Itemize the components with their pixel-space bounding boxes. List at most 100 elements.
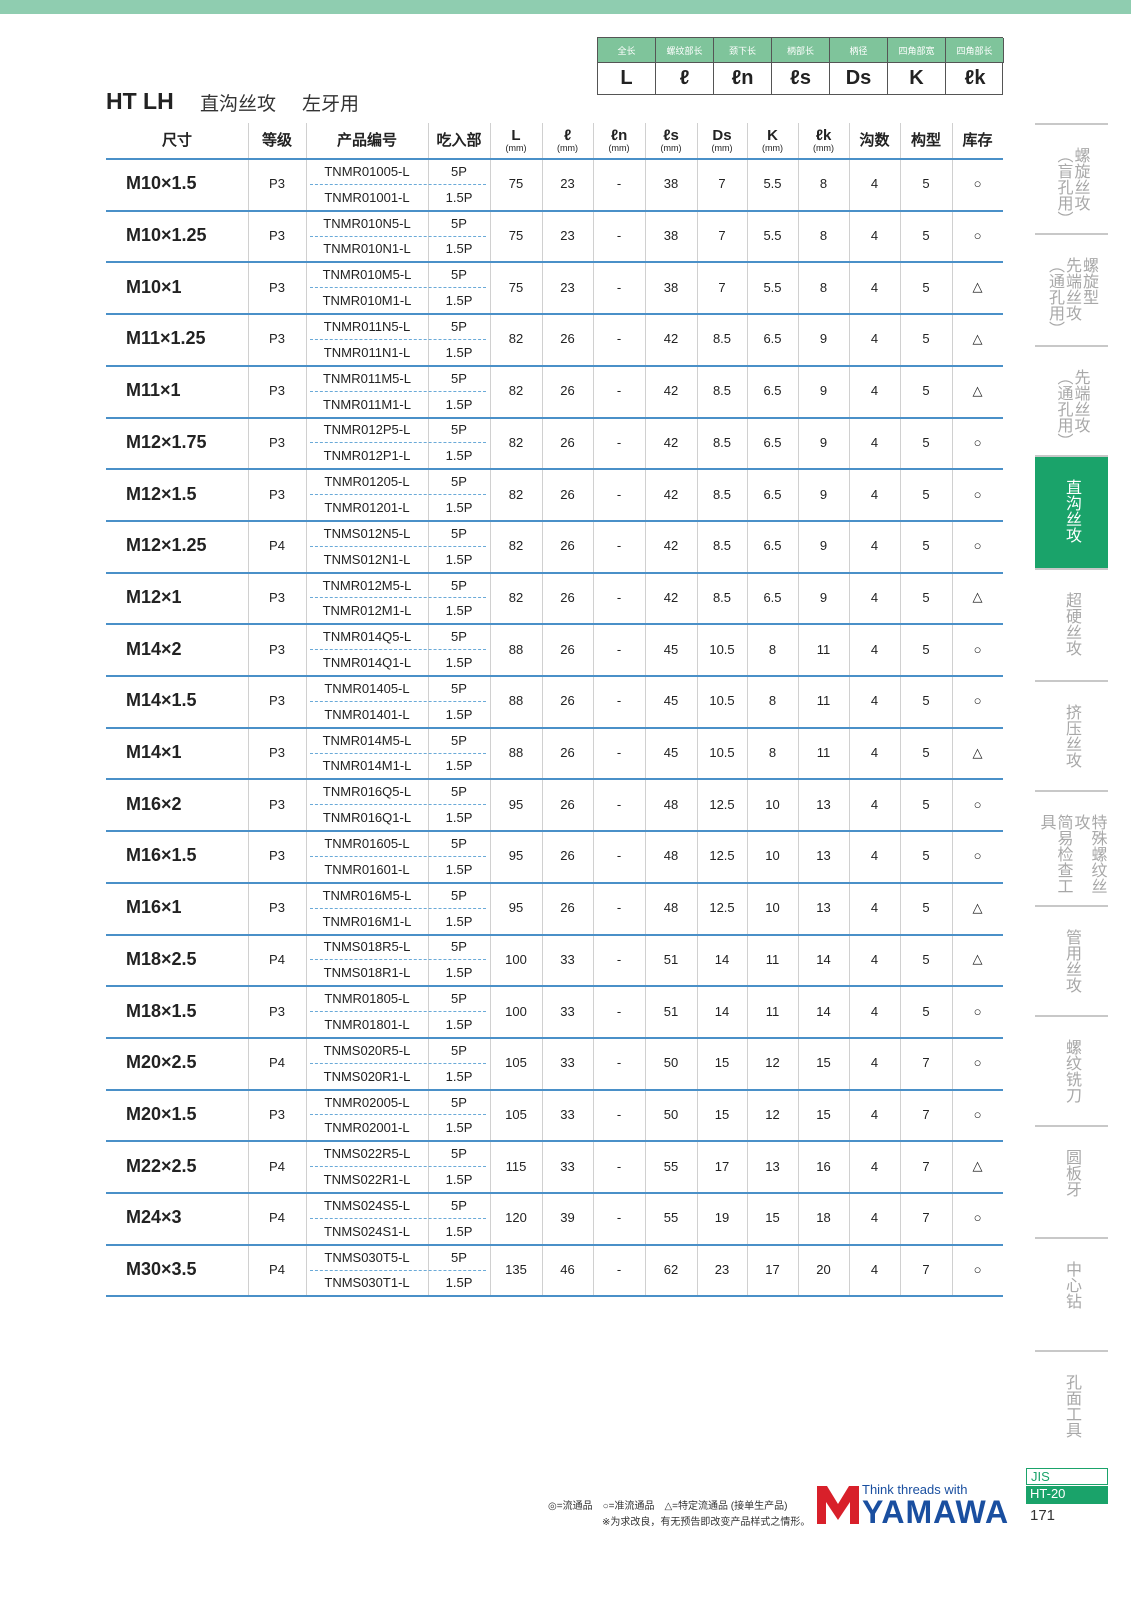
header-cell: L (mm) <box>490 123 542 158</box>
chamfer: 1.5P <box>445 758 473 774</box>
product-code: TNMS022R5-L <box>323 1146 411 1162</box>
cell: 8 <box>819 279 828 295</box>
sub-row-rule <box>310 1011 486 1013</box>
key-label: 柄径 <box>830 38 888 62</box>
key-symbol: ℓk <box>946 62 1004 94</box>
title: HT LH <box>106 88 174 114</box>
chamfer: 5P <box>451 474 467 490</box>
column-divider <box>542 123 543 1296</box>
chamfer: 5P <box>451 1249 467 1265</box>
side-tab: 圆板牙 <box>1035 1125 1108 1237</box>
cell: 5 <box>922 486 930 502</box>
cell: ○ <box>973 228 982 244</box>
cell: △ <box>972 589 983 605</box>
series-badge: HT-20 <box>1026 1486 1108 1504</box>
product-code: TNMS018R5-L <box>323 939 411 955</box>
column-divider <box>697 123 698 1296</box>
cell: 8.5 <box>712 486 732 502</box>
cell: - <box>616 1158 622 1174</box>
chamfer: 5P <box>451 887 467 903</box>
cell: 4 <box>870 951 879 967</box>
cell: 20 <box>816 1262 831 1278</box>
product-code: TNMR010N1-L <box>323 241 411 257</box>
size: M20×2.5 <box>126 1052 197 1073</box>
chamfer: 5P <box>451 422 467 438</box>
tab-line: 简易检查工具 <box>1037 814 1072 894</box>
sub-row-rule <box>310 959 486 961</box>
product-code: TNMR01601-L <box>324 861 410 877</box>
cell: 10 <box>765 900 780 916</box>
dimension-key: 全长 L 螺纹部长 ℓ 颈下长 ℓn 柄部长 ℓs 柄径 Ds 四角部宽 K 四角部长 ℓk <box>597 37 1004 95</box>
chamfer: 1.5P <box>445 1120 473 1136</box>
cell: 5.5 <box>763 228 782 244</box>
sub-row-rule <box>310 494 486 496</box>
cell: 33 <box>560 1158 575 1174</box>
cell: 8 <box>768 693 777 709</box>
cell: - <box>616 228 622 244</box>
cell: 8 <box>819 176 828 192</box>
cell: 8.5 <box>712 434 732 450</box>
cell: - <box>616 279 622 295</box>
subtitle: 直沟丝攻 <box>200 94 277 115</box>
tab-line: 特殊螺纹丝攻 <box>1071 814 1106 894</box>
header-cell: K (mm) <box>747 123 798 158</box>
cell: 12.5 <box>709 796 735 812</box>
cell: 7 <box>922 1210 930 1226</box>
cell: 42 <box>663 331 679 347</box>
sub-row-rule <box>310 442 486 444</box>
chamfer: 1.5P <box>445 655 473 671</box>
chamfer: 5P <box>451 370 467 386</box>
header-cell: 吃入部 <box>428 123 490 158</box>
product-code: TNMS012N1-L <box>323 551 411 567</box>
cell: 45 <box>663 693 679 709</box>
sub-row-rule <box>310 700 486 702</box>
cell: P3 <box>269 589 285 605</box>
header-text: (mm) <box>813 143 834 153</box>
cell: 9 <box>819 589 828 605</box>
cell: P3 <box>269 900 285 916</box>
chamfer: 1.5P <box>445 1172 473 1188</box>
cell: 9 <box>819 538 828 554</box>
cell: 48 <box>663 796 679 812</box>
chamfer: 5P <box>451 267 467 283</box>
logo-mark <box>817 1486 859 1524</box>
cell: P3 <box>269 228 285 244</box>
side-tab: 螺纹铣刀 <box>1035 1015 1108 1125</box>
row-rule <box>106 830 1003 833</box>
product-code: TNMR010M5-L <box>322 267 412 283</box>
chamfer: 1.5P <box>445 293 473 309</box>
size: M12×1.75 <box>126 431 207 452</box>
chamfer: 1.5P <box>445 913 473 929</box>
header-text: (mm) <box>711 143 733 153</box>
cell: 26 <box>560 331 575 347</box>
cell: - <box>616 1106 622 1122</box>
cell: 51 <box>663 1003 679 1019</box>
cell: 88 <box>508 641 524 657</box>
cell: 26 <box>560 383 575 399</box>
cell: P3 <box>269 745 285 761</box>
cell: 5 <box>922 745 930 761</box>
cell: 12 <box>765 1106 780 1122</box>
cell: P3 <box>269 176 285 192</box>
cell: 5 <box>922 279 930 295</box>
product-code: TNMS020R1-L <box>323 1068 411 1084</box>
cell: - <box>616 331 622 347</box>
header-text: ℓn <box>610 127 628 144</box>
chamfer: 1.5P <box>445 1016 473 1032</box>
header-cell: 沟数 <box>849 123 900 158</box>
cell: 4 <box>870 848 879 864</box>
cell: 4 <box>870 1055 879 1071</box>
chamfer: 5P <box>451 215 467 231</box>
header-cell: 构型 <box>900 123 952 158</box>
header-text: (mm) <box>505 143 527 153</box>
cell: - <box>616 641 622 657</box>
cell: 14 <box>714 951 730 967</box>
cell: 55 <box>663 1158 679 1174</box>
header-text: 产品编号 <box>336 132 397 149</box>
cell: 88 <box>508 745 524 761</box>
size: M30×3.5 <box>126 1259 197 1280</box>
cell: 15 <box>765 1210 780 1226</box>
tab-line: 先端丝攻 <box>1071 369 1089 433</box>
header-cell: 等级 <box>248 123 306 158</box>
